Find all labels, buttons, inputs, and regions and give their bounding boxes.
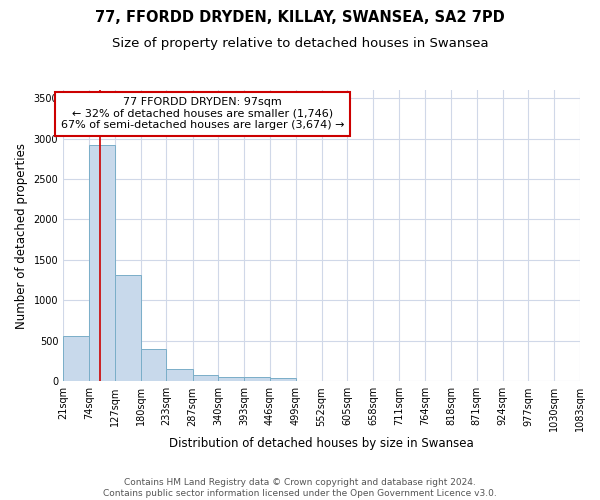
Bar (218, 377, 244, 382)
Text: Size of property relative to detached houses in Swansea: Size of property relative to detached ho… (112, 38, 488, 51)
Text: 77 FFORDD DRYDEN: 97sqm
← 32% of detached houses are smaller (1,746)
67% of semi: 77 FFORDD DRYDEN: 97sqm ← 32% of detache… (61, 98, 344, 130)
Bar (115, 276, 140, 382)
Bar (270, 378, 296, 382)
Bar (166, 369, 193, 382)
Text: 77, FFORDD DRYDEN, KILLAY, SWANSEA, SA2 7PD: 77, FFORDD DRYDEN, KILLAY, SWANSEA, SA2 … (95, 10, 505, 25)
Y-axis label: Number of detached properties: Number of detached properties (15, 142, 28, 328)
Bar (89, 145, 115, 382)
Bar (63, 336, 89, 382)
Text: Contains HM Land Registry data © Crown copyright and database right 2024.
Contai: Contains HM Land Registry data © Crown c… (103, 478, 497, 498)
Bar (244, 378, 270, 382)
Bar (140, 349, 166, 382)
X-axis label: Distribution of detached houses by size in Swansea: Distribution of detached houses by size … (169, 437, 474, 450)
Bar (193, 375, 218, 382)
